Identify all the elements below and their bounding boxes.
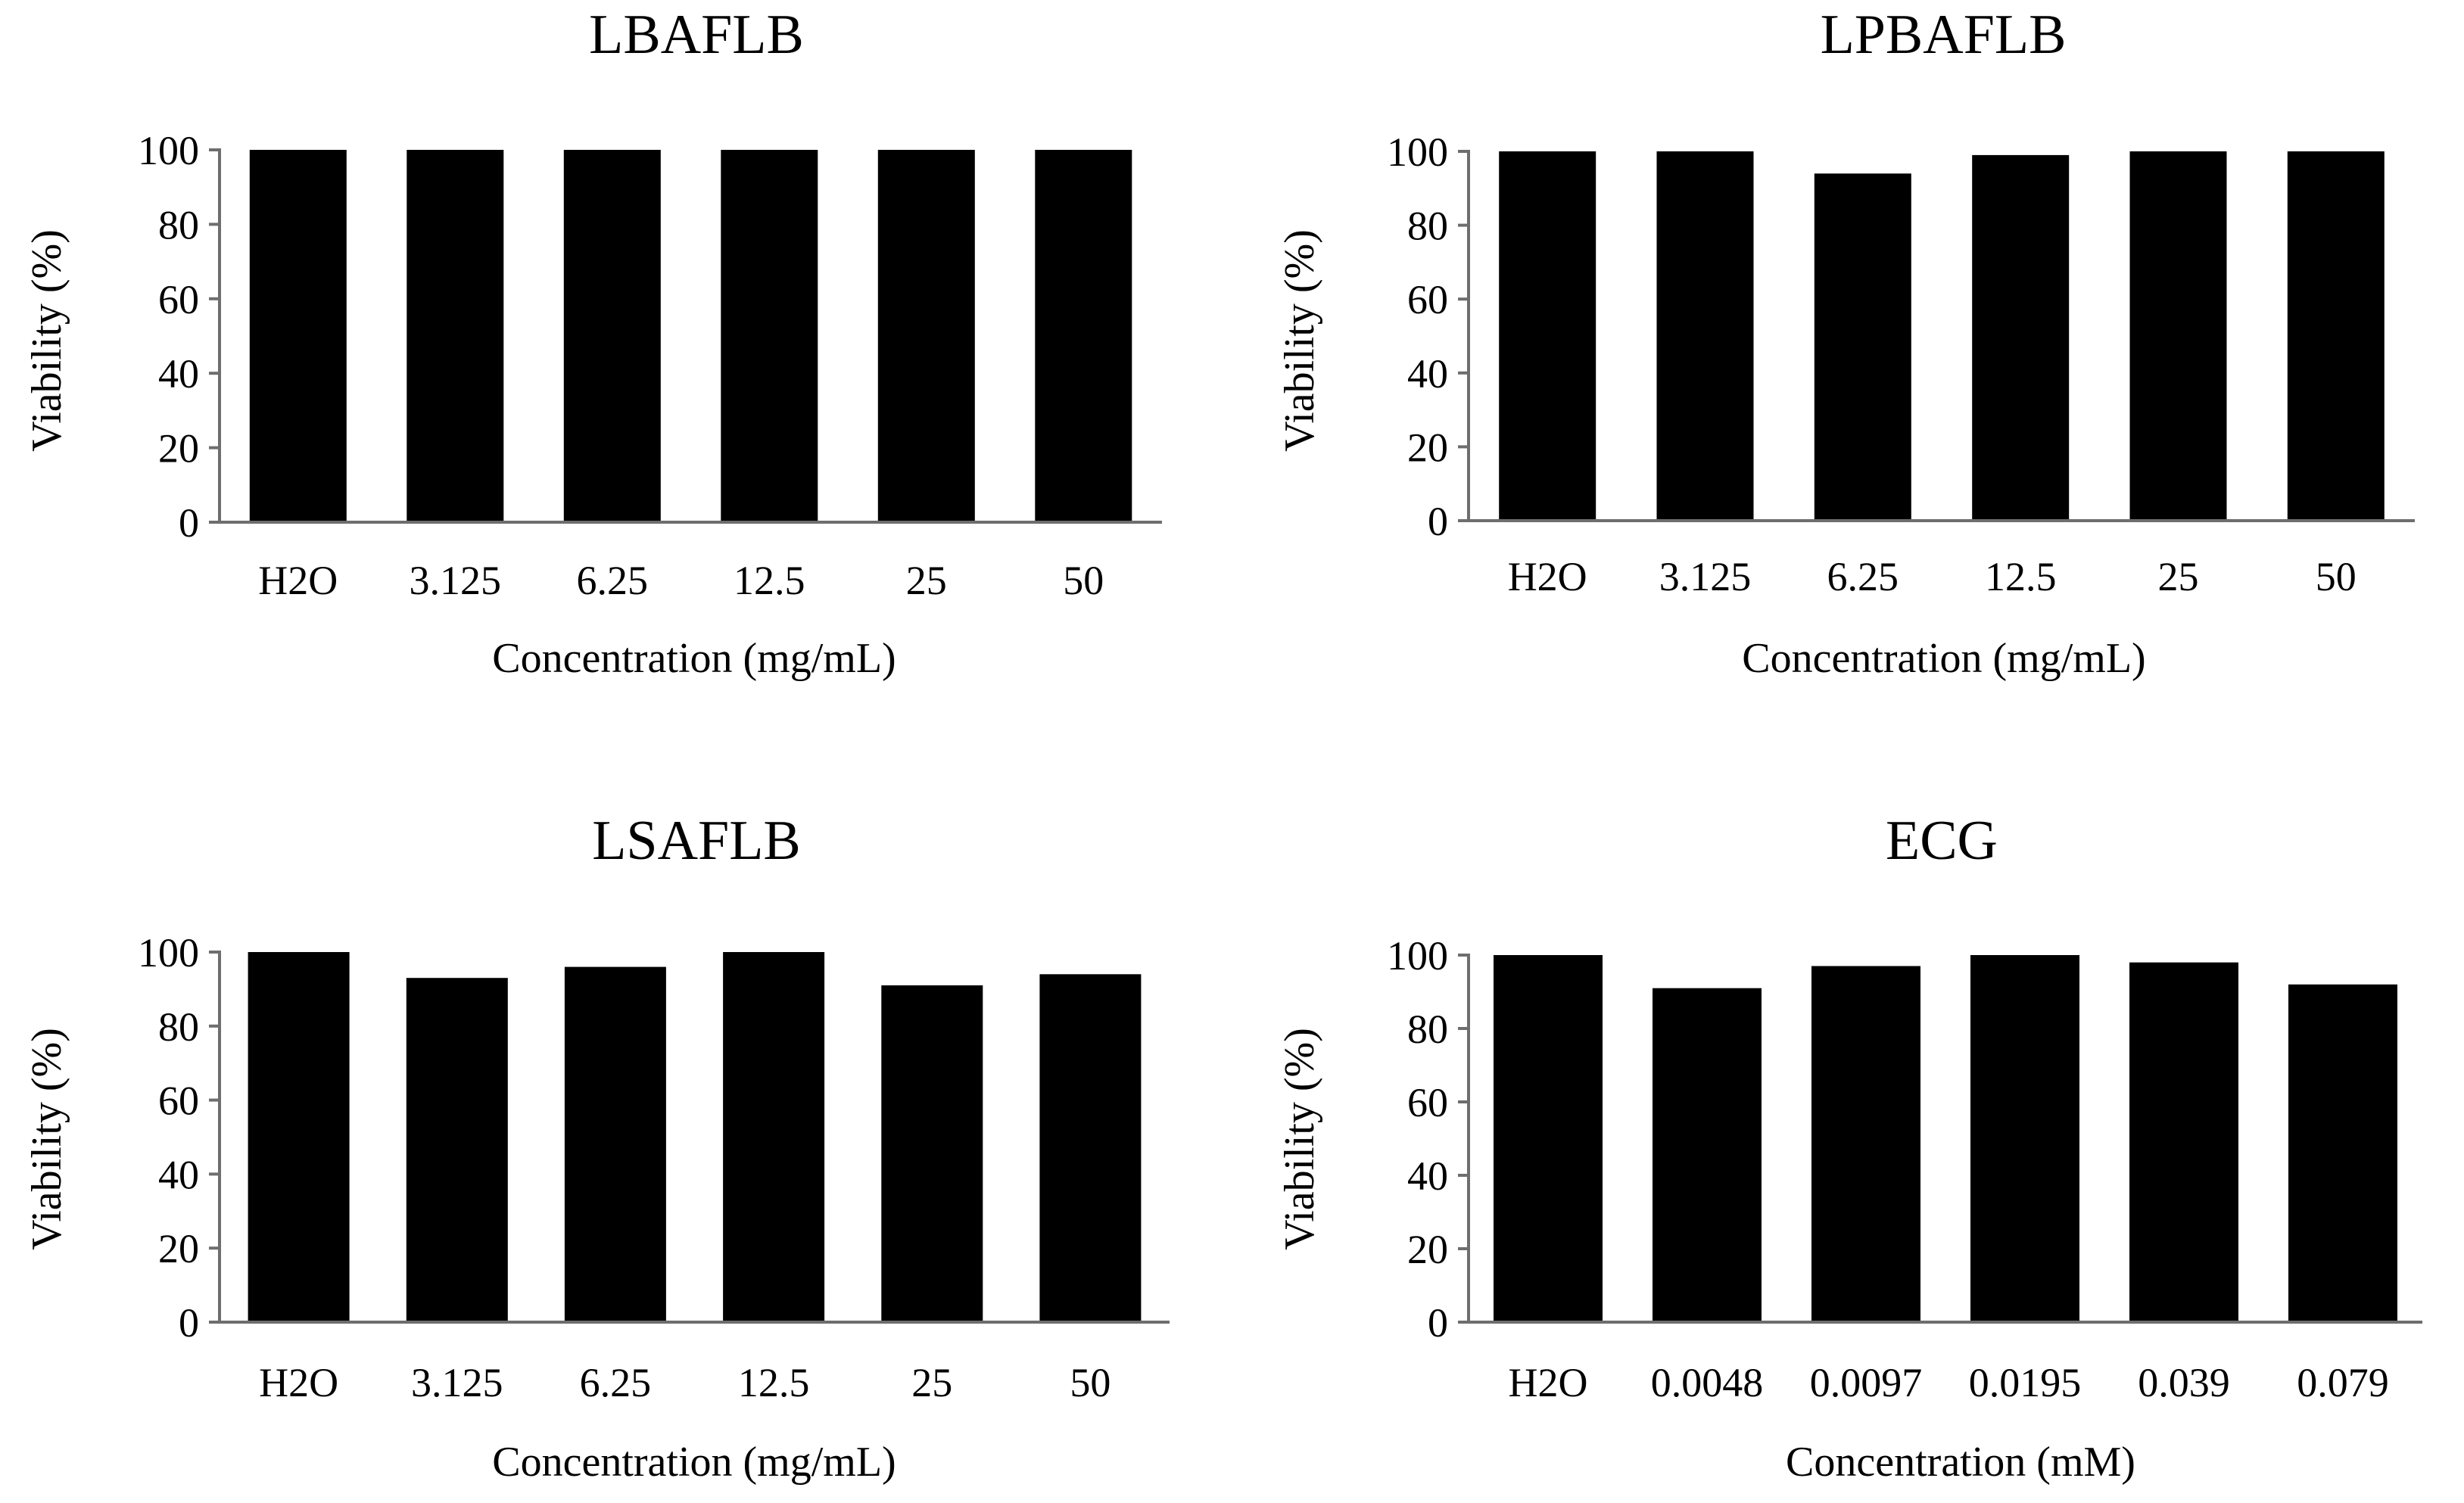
x-tick-label: 0.0048 xyxy=(1651,1360,1764,1405)
bar-2 xyxy=(1811,966,1920,1322)
x-axis-label: Concentration (mg/mL) xyxy=(492,1439,896,1486)
x-tick-label: H2O xyxy=(258,558,338,603)
x-tick-label: 3.125 xyxy=(1659,554,1752,599)
chart-title: LSAFLB xyxy=(592,810,801,872)
bar-0 xyxy=(1494,955,1603,1322)
x-tick-label: 3.125 xyxy=(411,1360,503,1405)
bar-4 xyxy=(881,985,983,1322)
x-tick-label: 12.5 xyxy=(734,558,805,603)
y-tick-label: 60 xyxy=(158,1078,199,1124)
bar-2 xyxy=(1814,173,1911,521)
bar-1 xyxy=(1653,988,1762,1322)
x-tick-label: 6.25 xyxy=(580,1360,652,1405)
x-tick-label: H2O xyxy=(259,1360,338,1405)
y-tick-label: 0 xyxy=(1428,1300,1448,1346)
bar-5 xyxy=(2287,151,2385,521)
y-tick-label: 40 xyxy=(1407,1153,1448,1199)
y-axis-label: Viability (%) xyxy=(1276,229,1323,452)
chart-title: ECG xyxy=(1886,810,1998,872)
x-tick-label: 12.5 xyxy=(738,1360,810,1405)
y-tick-label: 100 xyxy=(1387,933,1448,979)
y-tick-label: 0 xyxy=(1428,499,1448,544)
chart-panel-lbaflb: LBAFLB Viability (%) Concentration (mg/m… xyxy=(23,4,1162,682)
x-tick-label: 6.25 xyxy=(577,558,649,603)
x-axis-label: Concentration (mg/mL) xyxy=(1742,635,2145,682)
x-tick-label: 25 xyxy=(906,558,947,603)
y-tick-label: 80 xyxy=(158,202,199,247)
y-tick-label: 60 xyxy=(1407,1080,1448,1125)
x-tick-label: H2O xyxy=(1508,554,1587,599)
y-tick-label: 100 xyxy=(138,128,199,173)
bar-5 xyxy=(1039,974,1142,1322)
y-tick-label: 40 xyxy=(1407,351,1448,397)
bar-0 xyxy=(1499,151,1596,521)
y-tick-label: 80 xyxy=(1407,204,1448,249)
y-tick-label: 20 xyxy=(1407,1227,1448,1272)
x-tick-label: 0.039 xyxy=(2138,1360,2230,1405)
bar-3 xyxy=(721,150,818,522)
bar-3 xyxy=(1970,955,2079,1322)
x-tick-label: 50 xyxy=(1070,1360,1111,1405)
y-tick-label: 80 xyxy=(158,1004,199,1050)
y-tick-label: 40 xyxy=(158,351,199,397)
x-tick-label: 3.125 xyxy=(410,558,502,603)
y-tick-label: 20 xyxy=(158,1226,199,1271)
y-tick-label: 60 xyxy=(158,277,199,322)
x-tick-label: 50 xyxy=(1063,558,1104,603)
y-tick-label: 40 xyxy=(158,1152,199,1197)
y-axis-label: Viability (%) xyxy=(23,1028,70,1250)
bar-1 xyxy=(407,150,504,522)
chart-title: LBAFLB xyxy=(589,4,804,66)
x-tick-label: 12.5 xyxy=(1985,554,2057,599)
bar-0 xyxy=(249,150,347,522)
y-axis-label: Viability (%) xyxy=(1276,1028,1323,1250)
chart-panel-lsaflb: LSAFLB Viability (%) Concentration (mg/m… xyxy=(23,810,1170,1486)
chart-panel-ecg: ECG Viability (%) Concentration (mM) 0 20… xyxy=(1276,810,2422,1486)
y-tick-label: 60 xyxy=(1407,277,1448,322)
x-tick-label: 6.25 xyxy=(1827,554,1899,599)
bar-4 xyxy=(2129,962,2238,1322)
bar-3 xyxy=(723,952,825,1322)
x-tick-label: 0.0195 xyxy=(1969,1360,2082,1405)
y-tick-label: 100 xyxy=(1387,129,1448,175)
y-tick-label: 100 xyxy=(138,930,199,976)
bar-0 xyxy=(248,952,350,1322)
x-axis-label: Concentration (mg/mL) xyxy=(492,635,896,682)
bar-3 xyxy=(1972,154,2070,521)
x-axis-label: Concentration (mM) xyxy=(1786,1439,2135,1486)
y-tick-label: 20 xyxy=(1407,425,1448,470)
bar-1 xyxy=(406,978,508,1322)
y-tick-label: 20 xyxy=(158,426,199,471)
y-tick-label: 80 xyxy=(1407,1007,1448,1052)
x-tick-label: 25 xyxy=(911,1360,952,1405)
x-tick-label: 25 xyxy=(2158,554,2199,599)
x-tick-label: 50 xyxy=(2316,554,2357,599)
chart-title: LPBAFLB xyxy=(1821,4,2067,66)
bar-4 xyxy=(2129,151,2227,521)
y-tick-label: 0 xyxy=(179,1300,199,1346)
bar-1 xyxy=(1656,151,1754,521)
chart-panel-lpbaflb: LPBAFLB Viability (%) Concentration (mg/… xyxy=(1276,4,2415,682)
bar-4 xyxy=(877,150,975,522)
bar-2 xyxy=(564,966,666,1322)
x-tick-label: 0.0097 xyxy=(1810,1360,1923,1405)
bar-5 xyxy=(2288,984,2397,1322)
y-tick-label: 0 xyxy=(179,500,199,546)
bar-2 xyxy=(563,150,661,522)
x-tick-label: H2O xyxy=(1509,1360,1588,1405)
bar-5 xyxy=(1035,150,1132,522)
y-axis-label: Viability (%) xyxy=(23,229,70,452)
x-tick-label: 0.079 xyxy=(2297,1360,2389,1405)
